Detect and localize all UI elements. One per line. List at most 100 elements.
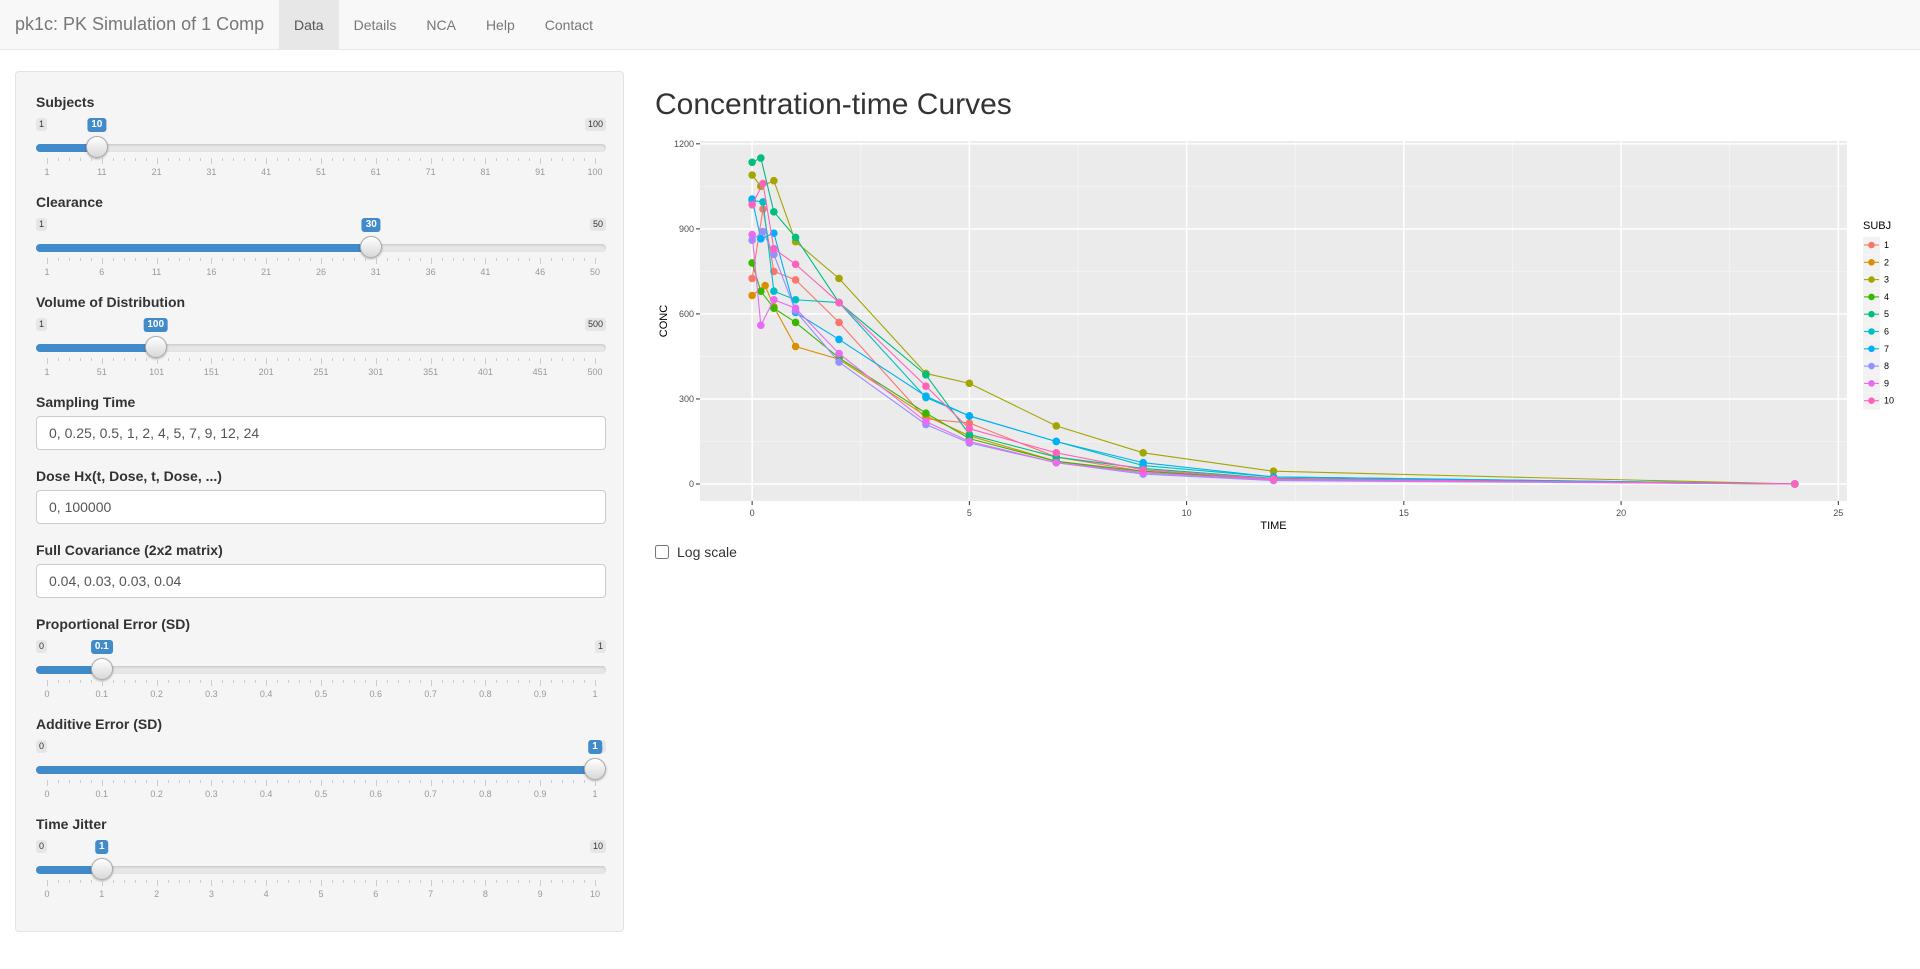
slider-minor-tick	[342, 880, 344, 883]
covariance-label: Full Covariance (2x2 matrix)	[36, 542, 223, 558]
prop-error-slider[interactable]: 0 1 0.1 0 0.1 0.2 0.3 0.4 0.5 0.6 0.7 0.8 0.9 1	[36, 640, 606, 720]
slider-minor-tick	[79, 680, 81, 683]
slider-track[interactable]	[36, 866, 606, 874]
slider-minor-tick	[386, 158, 388, 161]
slider-handle[interactable]	[144, 336, 167, 358]
slider-minor-tick	[68, 258, 70, 261]
nav-tabs: Data Details NCA Help Contact	[279, 0, 608, 50]
slider-minor-tick	[123, 780, 125, 783]
slider-tick-label: 401	[477, 367, 493, 377]
slider-tick	[156, 680, 158, 686]
slider-minor-tick	[57, 158, 59, 161]
slider-tick	[101, 780, 103, 786]
slider-minor-tick	[134, 680, 136, 683]
legend-key-point	[1868, 362, 1875, 370]
slider-minor-tick	[386, 780, 388, 783]
slider-minor-tick	[551, 258, 553, 261]
slider-tick-label: 3	[208, 889, 214, 899]
slider-minor-tick	[353, 880, 355, 883]
data-point-subj-4	[770, 304, 778, 313]
slider-minor-tick	[288, 780, 290, 783]
slider-track[interactable]	[36, 344, 606, 352]
slider-minor-tick	[353, 358, 355, 361]
slider-minor-tick	[189, 780, 191, 783]
data-point-subj-3	[835, 274, 843, 283]
slider-tick-label: 41	[261, 167, 272, 177]
slider-tick	[375, 780, 377, 786]
slider-minor-tick	[463, 780, 465, 783]
slider-minor-tick	[222, 358, 224, 361]
prop-error-label: Proportional Error (SD)	[36, 616, 191, 632]
slider-minor-tick	[441, 680, 443, 683]
slider-minor-tick	[386, 358, 388, 361]
slider-tick	[47, 880, 48, 886]
slider-minor-tick	[189, 358, 191, 361]
legend-label: 2	[1884, 257, 1889, 267]
slider-minor-tick	[134, 158, 136, 161]
tab-details[interactable]: Details	[353, 17, 397, 33]
slider-tick	[540, 258, 542, 264]
tab-data[interactable]: Data	[279, 0, 339, 50]
slider-tick	[595, 780, 596, 786]
slider-handle[interactable]	[90, 858, 113, 880]
slider-handle[interactable]	[85, 136, 108, 158]
y-tick-label: 1200	[674, 139, 694, 149]
slider-minor-tick	[507, 358, 509, 361]
slider-minor-tick	[68, 880, 70, 883]
data-point-subj-1	[965, 419, 974, 427]
slider-track[interactable]	[36, 144, 606, 152]
sampling-time-input[interactable]	[36, 416, 606, 450]
slider-tick	[321, 258, 322, 264]
slider-minor-tick	[57, 358, 59, 361]
tab-contact[interactable]: Contact	[544, 17, 593, 33]
tab-help[interactable]: Help	[485, 17, 515, 33]
x-tick-label: 25	[1833, 508, 1843, 518]
subjects-slider[interactable]: 1 100 10 1 11 21 31 41 51 61 71 81 91 100	[36, 118, 606, 198]
app-title[interactable]: pk1c: PK Simulation of 1 Comp	[15, 14, 265, 34]
slider-tick-label: 11	[151, 267, 162, 277]
covariance-input[interactable]	[36, 564, 606, 598]
slider-minor-tick	[112, 358, 114, 361]
add-error-slider[interactable]: 01100.10.20.30.40.50.60.70.80.91	[36, 740, 606, 820]
slider-tick	[156, 780, 158, 786]
add-error-label: Additive Error (SD)	[36, 716, 163, 732]
slider-handle[interactable]	[584, 758, 606, 780]
slider-minor-tick	[474, 680, 476, 683]
slider-minor-tick	[299, 158, 301, 161]
data-point-subj-5	[770, 208, 778, 216]
slider-minor-tick	[178, 158, 180, 161]
slider-minor-tick	[233, 258, 235, 261]
slider-handle[interactable]	[360, 236, 383, 258]
slider-minor-tick	[496, 358, 498, 361]
slider-minor-tick	[178, 680, 180, 683]
clearance-slider[interactable]: 1 50 30 1 6 11 16 21 26 31 36 41 46 50	[36, 218, 606, 298]
slider-minor-tick	[551, 158, 553, 161]
slider-min-label: 0	[36, 840, 48, 853]
tab-nca[interactable]: NCA	[426, 17, 456, 33]
slider-minor-tick	[57, 880, 59, 883]
data-point-subj-3	[748, 171, 756, 179]
log-scale-toggle[interactable]: Log scale	[655, 544, 737, 560]
slider-tick-label: 51	[315, 167, 327, 177]
dose-hx-input[interactable]	[36, 490, 606, 524]
slider-tick	[101, 680, 103, 686]
time-jitter-slider[interactable]: 0 10 1 0 1 2 3 4 5 6 7 8 9 10	[36, 840, 606, 920]
slider-minor-tick	[452, 680, 454, 683]
slider-tick	[321, 880, 322, 886]
data-point-subj-9	[965, 437, 974, 446]
slider-tick	[101, 258, 103, 264]
data-point-subj-10	[835, 298, 843, 307]
data-point-subj-5	[922, 371, 930, 379]
slider-track[interactable]	[36, 666, 606, 674]
slider-minor-tick	[79, 158, 81, 161]
slider-tick-label: 41	[480, 267, 491, 277]
slider-minor-tick	[189, 158, 191, 161]
slider-tick	[47, 680, 48, 686]
slider-minor-tick	[529, 780, 531, 783]
volume-slider[interactable]: 1 500 100 1 51 101 151 201 251 301 351 401 451 500	[36, 318, 606, 398]
slider-tick	[430, 258, 432, 264]
slider-handle[interactable]	[90, 658, 113, 680]
data-point-subj-5	[965, 430, 974, 439]
log-scale-checkbox[interactable]	[655, 545, 669, 559]
slider-minor-tick	[551, 358, 553, 361]
